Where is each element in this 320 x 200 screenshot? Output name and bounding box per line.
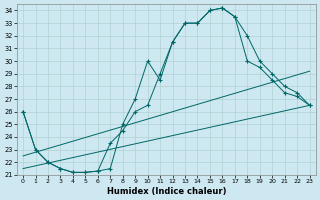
X-axis label: Humidex (Indice chaleur): Humidex (Indice chaleur) <box>107 187 226 196</box>
